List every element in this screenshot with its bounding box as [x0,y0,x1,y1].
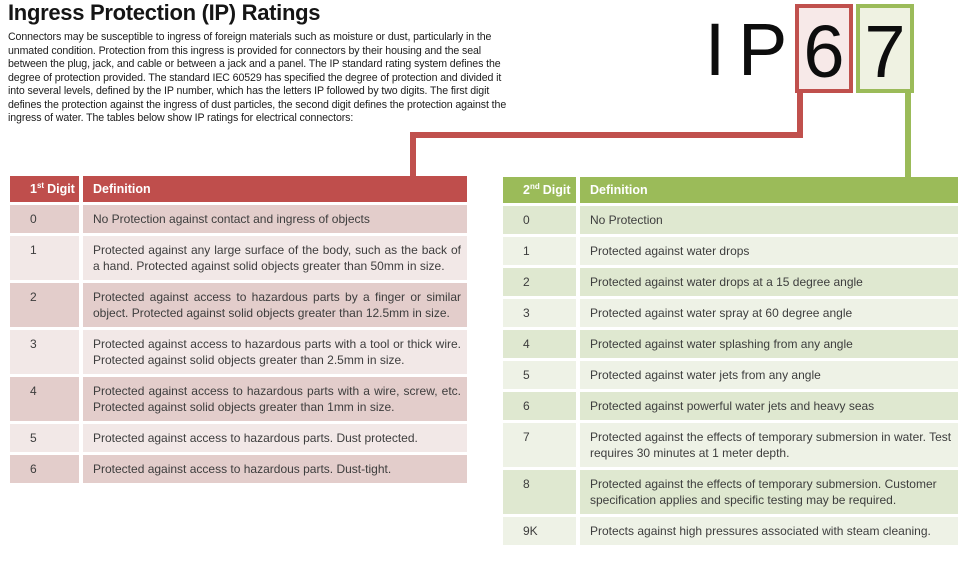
definition-cell: Protected against access to hazardous pa… [93,337,461,367]
first-digit-connector-vertical-right [797,91,803,136]
table-row: 4 Protected against water splashing from… [503,330,958,358]
second-definition-header-cell: Definition [590,183,648,197]
second-digit-table-header: 2nd Digit Definition [503,177,958,203]
definition-cell: Protected against access to hazardous pa… [93,462,392,476]
second-digit-value: 7 [864,10,906,93]
first-digit-table-header: 1st Digit Definition [10,176,467,202]
intro-text-line: degree of protection provided. The stand… [8,71,502,84]
table-row: 2 Protected against access to hazardous … [10,283,467,327]
digit-cell: 6 [10,455,83,483]
table-row: 7 Protected against the effects of tempo… [503,423,958,467]
second-digit-table: 2nd Digit Definition 0 No Protection 1 Pr… [503,177,958,545]
definition-cell: Protected against water splashing from a… [590,337,853,351]
intro-text-line: into several levels, defined by the IP n… [8,85,490,97]
definition-cell: Protected against the effects of tempora… [590,477,937,507]
table-row: 5 Protected against access to hazardous … [10,424,467,452]
digit-cell: 3 [503,299,580,327]
digit-cell: 4 [10,377,83,421]
table-row: 1 Protected against any large surface of… [10,236,467,280]
definition-cell: Protected against water drops [590,244,750,258]
digit-cell: 9K [503,517,580,545]
definition-cell: Protected against water jets from any an… [590,368,821,382]
table-row: 2 Protected against water drops at a 15 … [503,268,958,296]
intro-text-line: between the plug, jack, and cable or bet… [8,58,501,70]
definition-cell: No Protection [590,213,663,227]
first-definition-header-cell: Definition [93,182,151,196]
digit-cell: 8 [503,470,580,514]
first-digit-header-cell: 1st Digit [10,176,83,202]
digit-cell: 1 [10,236,83,280]
first-digit-connector-horizontal [410,132,803,138]
digit-cell: 7 [503,423,580,467]
intro-text-line: unmated condition. Protection from this … [8,44,482,57]
first-digit-table-body: 0 No Protection against contact and ingr… [10,205,467,483]
definition-cell: Protected against powerful water jets an… [590,399,875,413]
intro-paragraph: Connectors may be susceptible to ingress… [8,31,668,126]
intro-text-line: defines the protection against the ingre… [8,98,507,111]
digit-cell: 5 [10,424,83,452]
table-row: 8 Protected against the effects of tempo… [503,470,958,514]
definition-cell: No Protection against contact and ingres… [93,212,370,226]
second-digit-table-body: 0 No Protection 1 Protected against wate… [503,206,958,545]
second-digit-box: 7 [856,4,914,93]
table-row: 4 Protected against access to hazardous … [10,377,467,421]
definition-cell: Protected against water drops at a 15 de… [590,275,863,289]
intro-text-line: ingress of water. The tables below show … [8,112,354,124]
digit-cell: 6 [503,392,580,420]
first-digit-value: 6 [803,10,845,93]
first-digit-table: 1st Digit Definition 0 No Protection agai… [10,176,467,483]
definition-cell: Protected against any large surface of t… [93,243,461,273]
ip-letter-i: I [704,8,726,91]
definition-cell: Protects against high pressures associat… [590,524,931,538]
header-digit-number: 2 [523,183,530,197]
definition-cell: Protected against access to hazardous pa… [93,290,461,320]
digit-cell: 3 [10,330,83,374]
header-digit-number: 1 [30,182,37,196]
table-row: 3 Protected against access to hazardous … [10,330,467,374]
header-digit-ordinal: st [36,180,45,190]
digit-cell: 0 [503,206,580,234]
header-digit-word: Digit [47,182,75,196]
digit-cell: 5 [503,361,580,389]
table-row: 9K Protects against high pressures assoc… [503,517,958,545]
digit-cell: 0 [10,205,83,233]
digit-cell: 1 [503,237,580,265]
definition-cell: Protected against water spray at 60 degr… [590,306,853,320]
definition-cell: Protected against access to hazardous pa… [93,384,461,414]
first-digit-connector-vertical-left [410,132,416,176]
first-digit-box: 6 [795,4,853,93]
table-row: 1 Protected against water drops [503,237,958,265]
table-row: 0 No Protection [503,206,958,234]
digit-cell: 2 [10,283,83,327]
table-row: 0 No Protection against contact and ingr… [10,205,467,233]
definition-cell: Protected against the effects of tempora… [590,430,952,460]
table-row: 3 Protected against water spray at 60 de… [503,299,958,327]
second-digit-header-cell: 2nd Digit [503,177,580,203]
header-digit-ordinal: nd [529,181,540,191]
table-row: 6 Protected against access to hazardous … [10,455,467,483]
header-digit-word: Digit [542,183,571,197]
digit-cell: 4 [503,330,580,358]
digit-cell: 2 [503,268,580,296]
definition-cell: Protected against access to hazardous pa… [93,431,418,445]
table-row: 5 Protected against water jets from any … [503,361,958,389]
ip-letter-p: P [738,8,788,91]
second-digit-connector-vertical [905,91,911,178]
table-row: 6 Protected against powerful water jets … [503,392,958,420]
intro-text-line: Connectors may be susceptible to ingress… [8,31,492,43]
page-title: Ingress Protection (IP) Ratings [8,0,321,25]
